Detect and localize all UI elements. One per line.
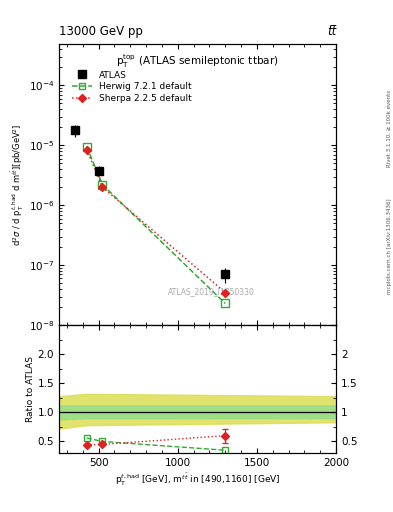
Legend: ATLAS, Herwig 7.2.1 default, Sherpa 2.2.5 default: ATLAS, Herwig 7.2.1 default, Sherpa 2.2.… [72, 71, 192, 103]
Text: mcplots.cern.ch [arXiv:1306.3436]: mcplots.cern.ch [arXiv:1306.3436] [387, 198, 392, 293]
Text: 13000 GeV pp: 13000 GeV pp [59, 26, 143, 38]
Text: Rivet 3.1.10, ≥ 100k events: Rivet 3.1.10, ≥ 100k events [387, 90, 392, 166]
X-axis label: p$_\mathrm{T}^{t,\mathrm{had}}$ [GeV], m$^{t\bar{t}}$ in [490,1160] [GeV]: p$_\mathrm{T}^{t,\mathrm{had}}$ [GeV], m… [115, 472, 280, 488]
Y-axis label: Ratio to ATLAS: Ratio to ATLAS [26, 356, 35, 422]
Text: p$_\mathrm{T}^{\mathrm{top}}$ (ATLAS semileptonic ttbar): p$_\mathrm{T}^{\mathrm{top}}$ (ATLAS sem… [116, 52, 279, 70]
Text: tt̅: tt̅ [327, 26, 336, 38]
Text: ATLAS_2019_I1750330: ATLAS_2019_I1750330 [168, 287, 255, 296]
Y-axis label: d$^2\sigma$ / d p$_\mathrm{T}^{t,\mathrm{had}}$ d m$^{t\bar{t}}$][pb/GeV$^2$]: d$^2\sigma$ / d p$_\mathrm{T}^{t,\mathrm… [9, 123, 26, 246]
